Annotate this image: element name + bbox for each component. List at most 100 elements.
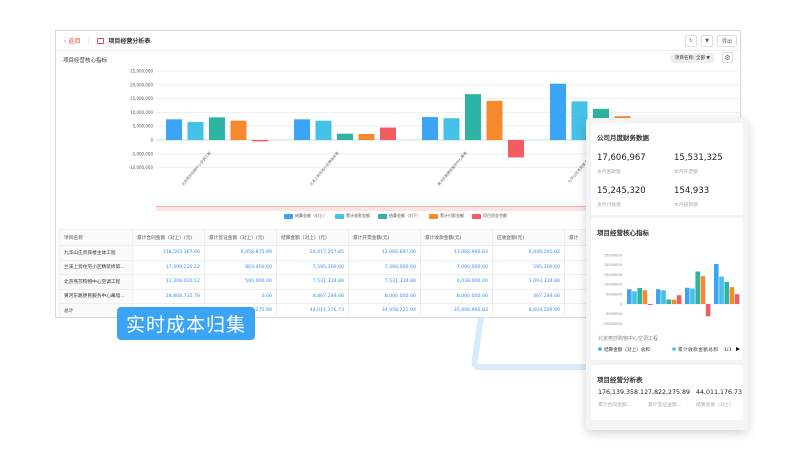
bar bbox=[685, 287, 690, 304]
legend-label: 累计付款金额 bbox=[440, 213, 464, 218]
legend-label: 项目资金余额 bbox=[483, 213, 507, 218]
bar bbox=[719, 276, 724, 304]
table-cell: 黄河东路便民服务中心幕墙... bbox=[59, 288, 133, 304]
legend-label: 结算金额（对上） bbox=[295, 213, 327, 218]
column-header[interactable]: 项目名称 bbox=[59, 229, 133, 246]
bar bbox=[380, 127, 396, 140]
header: ‹ 返回 项目经营分析表 bbox=[56, 31, 740, 51]
legend-label: 结算金额（对下） bbox=[389, 213, 421, 218]
y-tick-label: 15,000,000 bbox=[130, 96, 153, 101]
bar bbox=[661, 290, 666, 304]
back-button[interactable]: ‹ 返回 bbox=[56, 36, 90, 45]
table-cell: 7,360,000.00 bbox=[348, 259, 421, 275]
bar bbox=[647, 304, 653, 305]
table-cell: 7,531,324.88 bbox=[348, 274, 421, 290]
column-header[interactable]: 结算金额（对上）(元) bbox=[276, 229, 349, 246]
section-title: 项目经营核心指标 bbox=[63, 58, 108, 64]
table-cell: 35,406,966.83 bbox=[420, 303, 493, 317]
legend-item[interactable]: 结算金额（对上） bbox=[284, 213, 327, 219]
next-page-icon[interactable] bbox=[736, 347, 740, 351]
bar bbox=[209, 117, 225, 140]
table-row[interactable]: 黄河东路便民服务中心幕墙... 28,868,735.78 0.00 8,467,29… bbox=[59, 288, 637, 304]
table-cell: 6,448,291.02 bbox=[492, 245, 565, 261]
analysis-value: 44,011,176.73 bbox=[696, 389, 743, 396]
legend-swatch bbox=[335, 213, 344, 219]
table-cell: 467,294.00 bbox=[492, 288, 565, 304]
legend-item[interactable]: 结算金额（对下） bbox=[378, 213, 421, 219]
bar bbox=[166, 119, 182, 140]
column-header[interactable]: 累计收款金额(元) bbox=[420, 229, 493, 246]
y-tick-label: 25000000 bbox=[604, 253, 623, 257]
legend-swatch bbox=[472, 213, 481, 219]
table-row[interactable]: 九华山庄贵宾楼主体工程 118,563,367.00 6,458,875.89 20,… bbox=[59, 245, 637, 261]
chart-zoom-slider[interactable] bbox=[156, 206, 740, 211]
bar bbox=[671, 299, 677, 304]
legend-item[interactable]: 累计付款金额 bbox=[429, 213, 464, 219]
bar bbox=[294, 119, 310, 140]
bar bbox=[187, 122, 204, 140]
table-cell: 8,604,209.90 bbox=[492, 303, 565, 317]
legend-label: 结算金额（对上）总和 bbox=[604, 346, 650, 353]
y-tick-label: 15000000 bbox=[604, 273, 623, 277]
y-tick-label: -5000000 bbox=[605, 312, 623, 316]
finance-label: 本月回款额 bbox=[597, 170, 621, 175]
bar bbox=[443, 118, 460, 140]
bar bbox=[700, 276, 706, 304]
table-cell: 1,093,324.88 bbox=[492, 274, 565, 290]
bar bbox=[714, 264, 719, 304]
legend-label: 累计收款金额 bbox=[346, 213, 370, 218]
x-tick-label: 兰溪上剪住宅小区精装修第 bbox=[308, 150, 340, 187]
table-row[interactable]: 北京燕莎购物中心空调工程 11,308,020.12 500,000.00 7,531… bbox=[59, 274, 637, 290]
table-cell: 8,000,000.00 bbox=[420, 288, 493, 304]
legend-swatch bbox=[429, 213, 438, 219]
legend-item[interactable]: 项目资金余额 bbox=[472, 213, 507, 219]
export-button[interactable]: 导出 bbox=[717, 35, 737, 47]
project-filter[interactable]: 项目名称: 全部 ▼ bbox=[671, 53, 714, 63]
settings-icon[interactable]: ⚙ bbox=[722, 52, 733, 63]
bar bbox=[734, 294, 740, 304]
data-table: 项目名称 累计合同金额（对上）(元) 累计签证金额（对上）(元) 结算金额（对上）(元… bbox=[59, 229, 637, 317]
bar bbox=[724, 281, 729, 304]
mini-chart-title: 项目经营核心指标 bbox=[597, 229, 649, 237]
table-cell: 11,308,020.12 bbox=[132, 274, 205, 290]
column-header[interactable]: 累计签证金额（对上）(元) bbox=[204, 229, 277, 246]
x-tick-label: 北京燕莎购物中心空调工程 bbox=[180, 150, 212, 187]
table-cell: 34,958,221.94 bbox=[348, 303, 421, 317]
y-tick-label: 0 bbox=[620, 302, 623, 306]
table-cell: 44,011,176.73 bbox=[276, 303, 349, 317]
column-header[interactable]: 累计合同金额（对上）(元) bbox=[132, 229, 205, 246]
column-header[interactable]: 累计开票金额(元) bbox=[348, 229, 421, 246]
bar bbox=[486, 100, 503, 140]
y-tick-label: 20,000,000 bbox=[130, 82, 153, 87]
bar bbox=[676, 295, 682, 304]
y-tick-label: -10,000,000 bbox=[129, 165, 154, 170]
table-cell: 6,438,000.00 bbox=[420, 274, 493, 290]
table-cell: 7,000,000.00 bbox=[420, 259, 493, 275]
legend-pager: 1/3 bbox=[724, 347, 731, 353]
y-tick-label: -5,000,000 bbox=[131, 151, 153, 156]
y-tick-label: 0 bbox=[150, 138, 153, 143]
analysis-label: 结算金额（对上） bbox=[696, 403, 735, 408]
bar bbox=[705, 304, 711, 317]
bar bbox=[695, 271, 700, 304]
table-cell: 595,300.00 bbox=[492, 259, 565, 275]
x-axis-label: 北京燕莎购物中心空调工程 bbox=[598, 335, 658, 342]
refresh-icon[interactable]: ↻ bbox=[685, 35, 697, 47]
feature-badge: 实时成本归集 bbox=[117, 307, 255, 340]
finance-card: 公司月度财务数据 17,606,967 本月回款额 15,531,325 本月开… bbox=[591, 123, 743, 215]
filter-icon[interactable]: ▼ bbox=[701, 35, 713, 47]
legend-dot bbox=[598, 347, 602, 351]
y-tick-label: 5,000,000 bbox=[133, 124, 154, 129]
legend-item[interactable]: 累计收款金额 bbox=[335, 213, 370, 219]
legend-dot bbox=[672, 347, 676, 351]
bar bbox=[252, 140, 268, 142]
finance-label: 本月付款额 bbox=[597, 203, 621, 208]
table-cell: 7,531,324.88 bbox=[276, 274, 349, 290]
table-row[interactable]: 兰溪上剪住宅小区精装修第... 17,399,235.22 863,400.00 7,… bbox=[59, 259, 637, 275]
table-cell: 北京燕莎购物中心空调工程 bbox=[59, 274, 133, 290]
bar bbox=[465, 94, 481, 140]
column-header[interactable]: 应收金额(元) bbox=[492, 229, 565, 246]
analysis-label: 累计合同金额... bbox=[598, 403, 632, 408]
bar bbox=[627, 289, 632, 304]
bar bbox=[571, 101, 588, 140]
